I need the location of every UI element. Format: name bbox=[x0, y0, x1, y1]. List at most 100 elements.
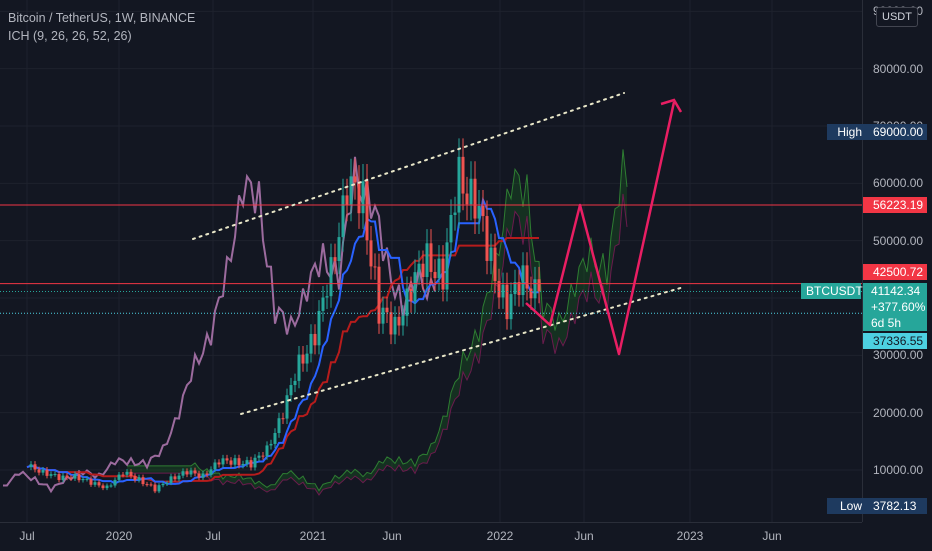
candle-body bbox=[269, 443, 273, 446]
current-change: +377.60% bbox=[871, 300, 926, 314]
resistance-level-badge: 56223.19 bbox=[863, 197, 927, 213]
high-label: High bbox=[827, 124, 867, 140]
candle-body bbox=[517, 282, 521, 296]
candle-body bbox=[201, 473, 205, 478]
candle-body bbox=[365, 181, 369, 241]
chart-canvas[interactable] bbox=[0, 0, 862, 522]
candle-body bbox=[137, 477, 141, 481]
candle-body bbox=[293, 380, 297, 386]
price-axis[interactable]: 90000.0080000.0070000.0060000.0050000.00… bbox=[862, 0, 932, 522]
time-axis[interactable]: Jul 2020 Jul 2021 Jun 2022 Jun 2023 Jun bbox=[0, 522, 862, 551]
candle-body bbox=[461, 156, 465, 194]
candle-body bbox=[145, 484, 149, 486]
current-price-block: 41142.34 +377.60% 6d 5h bbox=[863, 283, 927, 331]
candle-body bbox=[437, 258, 441, 279]
symbol-title: Bitcoin / TetherUS, 1W, BINANCE bbox=[8, 11, 196, 25]
chart-area[interactable]: Bitcoin / TetherUS, 1W, BINANCE ICH (9, … bbox=[0, 0, 862, 522]
candle-body bbox=[317, 310, 321, 346]
candle-body bbox=[469, 178, 473, 205]
candle-body bbox=[333, 257, 337, 261]
candle-body bbox=[177, 475, 181, 480]
candle-body bbox=[497, 281, 501, 298]
indicator-title: ICH (9, 26, 26, 52, 26) bbox=[8, 29, 132, 43]
candle-body bbox=[329, 257, 333, 297]
currency-button[interactable]: USDT bbox=[876, 7, 918, 27]
candle-body bbox=[81, 479, 85, 481]
candle-body bbox=[349, 176, 353, 206]
low-label: Low bbox=[827, 498, 867, 514]
candle-body bbox=[325, 296, 329, 298]
channel-upper-line[interactable] bbox=[192, 92, 625, 240]
candle-body bbox=[529, 288, 533, 299]
candle-body bbox=[225, 458, 229, 461]
ichimoku-cloud bbox=[127, 149, 628, 496]
candle-body bbox=[189, 470, 193, 475]
chart-legend: Bitcoin / TetherUS, 1W, BINANCE ICH (9, … bbox=[8, 9, 195, 45]
candle-body bbox=[257, 455, 261, 458]
candle-body bbox=[313, 333, 317, 346]
candle-body bbox=[265, 445, 269, 457]
channel-lower-line[interactable] bbox=[240, 286, 685, 415]
candle-body bbox=[289, 385, 293, 396]
candle-body bbox=[509, 294, 513, 320]
candle-body bbox=[93, 482, 97, 485]
candle-body bbox=[485, 216, 489, 261]
candle-body bbox=[393, 316, 397, 335]
time-tick: Jun bbox=[382, 529, 402, 543]
candle-body bbox=[429, 243, 433, 272]
price-tick: 20000.00 bbox=[873, 405, 924, 420]
candle-body bbox=[345, 195, 349, 206]
time-tick: 2020 bbox=[105, 529, 133, 543]
candle-body bbox=[457, 156, 461, 213]
candle-body bbox=[197, 473, 201, 478]
candle-body bbox=[353, 176, 357, 183]
time-tick: Jul bbox=[205, 529, 221, 543]
candle-body bbox=[209, 469, 213, 475]
candle-body bbox=[505, 284, 509, 320]
candle-body bbox=[49, 474, 53, 476]
candle-body bbox=[73, 474, 77, 479]
candle-body bbox=[89, 478, 93, 485]
candle-body bbox=[425, 243, 429, 278]
candle-body bbox=[401, 315, 405, 326]
time-tick: 2021 bbox=[299, 529, 327, 543]
price-tick: 50000.00 bbox=[873, 233, 924, 248]
tenkan-sen bbox=[26, 196, 539, 485]
candle-body bbox=[245, 460, 249, 464]
candle-body bbox=[37, 469, 41, 473]
candle-body bbox=[341, 195, 345, 238]
candle-body bbox=[229, 460, 233, 465]
candle-body bbox=[473, 178, 477, 219]
candle-body bbox=[273, 432, 277, 444]
candle-body bbox=[477, 206, 481, 219]
candle-body bbox=[133, 476, 137, 481]
candle-body bbox=[77, 474, 81, 481]
candle-body bbox=[181, 471, 185, 476]
candle-body bbox=[405, 288, 409, 316]
candle-body bbox=[241, 463, 245, 466]
candle-body bbox=[157, 485, 161, 492]
time-tick: 2022 bbox=[486, 529, 514, 543]
candle-body bbox=[41, 469, 45, 473]
symbol-tag: BTCUSDT bbox=[801, 283, 863, 299]
current-price: 41142.34 bbox=[871, 284, 921, 298]
high-value-badge: 69000.00 bbox=[863, 124, 927, 140]
candle-body bbox=[153, 484, 157, 492]
candle-body bbox=[165, 482, 169, 484]
candle-body bbox=[57, 474, 61, 480]
candle-body bbox=[65, 475, 69, 478]
candle-body bbox=[357, 182, 361, 214]
candle-body bbox=[449, 214, 453, 243]
candle-body bbox=[149, 484, 153, 486]
candle-body bbox=[297, 354, 301, 381]
candle-body bbox=[221, 458, 225, 465]
kijun-sen bbox=[26, 237, 539, 483]
projection-path[interactable] bbox=[525, 101, 676, 356]
candle-body bbox=[309, 333, 313, 354]
candle-body bbox=[385, 307, 389, 313]
candle-body bbox=[161, 483, 165, 486]
candle-body bbox=[217, 462, 221, 465]
price-tick: 30000.00 bbox=[873, 348, 924, 363]
candle-body bbox=[453, 212, 457, 215]
candle-body bbox=[285, 395, 289, 419]
